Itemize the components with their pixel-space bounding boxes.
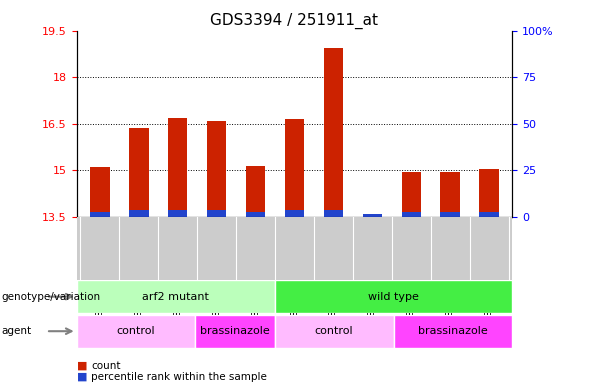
Bar [129, 210, 148, 217]
Bar [324, 48, 343, 217]
Bar [441, 212, 460, 217]
Bar [168, 118, 187, 217]
Bar [284, 210, 305, 217]
Bar [274, 315, 393, 348]
Text: percentile rank within the sample: percentile rank within the sample [91, 372, 267, 382]
Bar [77, 280, 274, 313]
Bar [284, 119, 305, 217]
Bar [207, 121, 226, 217]
Bar [168, 210, 187, 217]
Text: wild type: wild type [368, 291, 419, 302]
Bar [402, 172, 421, 217]
Text: brassinazole: brassinazole [418, 326, 488, 336]
Bar [129, 129, 148, 217]
Title: GDS3394 / 251911_at: GDS3394 / 251911_at [210, 13, 379, 29]
Bar [479, 212, 499, 217]
Text: ■: ■ [77, 361, 87, 371]
Text: control: control [315, 326, 353, 336]
Bar [246, 212, 265, 217]
Bar [324, 210, 343, 217]
Bar [77, 315, 196, 348]
Bar [402, 212, 421, 217]
Bar [207, 210, 226, 217]
Bar [274, 280, 512, 313]
Text: agent: agent [1, 326, 31, 336]
Bar [441, 172, 460, 217]
Bar [363, 215, 382, 217]
Text: control: control [117, 326, 155, 336]
Bar [363, 215, 382, 217]
Text: count: count [91, 361, 121, 371]
Bar [90, 167, 110, 217]
Bar [246, 166, 265, 217]
Bar [393, 315, 512, 348]
Text: arf2 mutant: arf2 mutant [142, 291, 209, 302]
Bar [90, 212, 110, 217]
Text: brassinazole: brassinazole [200, 326, 270, 336]
Text: genotype/variation: genotype/variation [1, 292, 100, 302]
Bar [479, 169, 499, 217]
Bar [196, 315, 274, 348]
Text: ■: ■ [77, 372, 87, 382]
